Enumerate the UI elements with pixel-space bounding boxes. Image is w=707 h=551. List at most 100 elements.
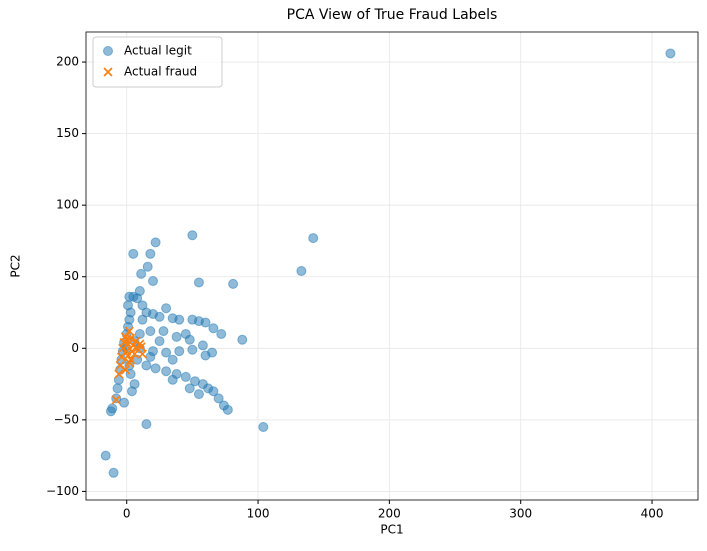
point	[193, 277, 204, 288]
marker-stroke	[137, 349, 148, 359]
x-tick-label: 300	[509, 507, 532, 521]
point	[216, 328, 227, 339]
plot-frame	[85, 31, 699, 501]
point	[108, 467, 119, 478]
point	[145, 351, 156, 362]
legend-marker	[103, 46, 113, 56]
point	[167, 374, 178, 385]
marker-x	[122, 335, 132, 345]
marker-stroke	[114, 369, 124, 379]
y-axis-label: PC2	[9, 254, 23, 277]
marker-stroke	[120, 365, 130, 375]
point	[200, 317, 211, 328]
point	[167, 354, 178, 365]
point	[193, 389, 204, 400]
y-tick-label: 150	[56, 126, 79, 140]
marker-stroke	[131, 336, 141, 346]
marker-x	[126, 355, 136, 365]
point	[174, 314, 185, 325]
marker-x	[124, 326, 134, 336]
point	[161, 366, 172, 377]
point	[111, 393, 122, 404]
marker-x	[130, 349, 140, 359]
point	[161, 303, 172, 314]
legend-label: Actual legit	[124, 44, 192, 58]
marker-stroke	[120, 332, 130, 342]
point	[119, 397, 130, 408]
point	[113, 374, 124, 385]
point	[161, 347, 172, 358]
point	[145, 248, 156, 259]
point	[134, 328, 145, 339]
point	[174, 346, 185, 357]
point	[136, 268, 147, 279]
point	[141, 360, 152, 371]
y-tick-label: −100	[46, 484, 79, 498]
legend-box	[92, 36, 223, 88]
point	[150, 363, 161, 374]
point	[213, 393, 224, 404]
point	[154, 336, 165, 347]
point	[208, 323, 219, 334]
point	[197, 340, 208, 351]
marker-stroke	[124, 358, 134, 368]
x-tick-label: 400	[641, 507, 664, 521]
legend-label: Actual fraud	[124, 65, 197, 79]
marker-stroke	[130, 349, 140, 359]
marker-x	[120, 365, 130, 375]
point	[112, 383, 123, 394]
marker-x	[111, 395, 121, 405]
point	[237, 334, 248, 345]
marker-stroke	[126, 355, 136, 365]
y-tick-label: 0	[71, 341, 79, 355]
point	[187, 344, 198, 355]
point	[145, 326, 156, 337]
point	[105, 406, 116, 417]
point	[187, 230, 198, 241]
marker-x	[120, 332, 130, 342]
y-tick-label: −50	[54, 412, 79, 426]
y-tick-label: 200	[56, 55, 79, 69]
point	[208, 386, 219, 397]
x-tick-label: 100	[247, 507, 270, 521]
point	[180, 371, 191, 382]
point	[222, 404, 233, 415]
point	[158, 326, 169, 337]
point	[147, 276, 158, 287]
point	[200, 350, 211, 361]
point	[258, 422, 269, 433]
legend-marker	[103, 67, 113, 77]
point	[100, 450, 111, 461]
marker-stroke	[124, 326, 134, 336]
point	[154, 311, 165, 322]
marker-stroke	[122, 335, 132, 345]
point	[128, 248, 139, 259]
x-axis-label: PC1	[380, 523, 403, 537]
y-tick-label: 50	[64, 269, 79, 283]
point	[141, 419, 152, 430]
marker-x	[124, 358, 134, 368]
point	[142, 261, 153, 272]
point	[228, 278, 239, 289]
point	[171, 331, 182, 342]
marker-x	[137, 349, 148, 359]
point	[296, 266, 307, 277]
marker-x	[131, 336, 141, 346]
point	[184, 383, 195, 394]
point	[180, 328, 191, 339]
point	[123, 300, 134, 311]
x-tick-label: 200	[378, 507, 401, 521]
chart-title: PCA View of True Fraud Labels	[287, 7, 498, 23]
point	[126, 386, 137, 397]
y-tick-label: 100	[56, 198, 79, 212]
x-tick-label: 0	[123, 507, 131, 521]
point	[150, 237, 161, 248]
point	[665, 48, 676, 59]
point	[132, 293, 143, 304]
marker-stroke	[111, 395, 121, 405]
point	[308, 233, 319, 244]
point	[137, 314, 148, 325]
marker-x	[114, 369, 124, 379]
